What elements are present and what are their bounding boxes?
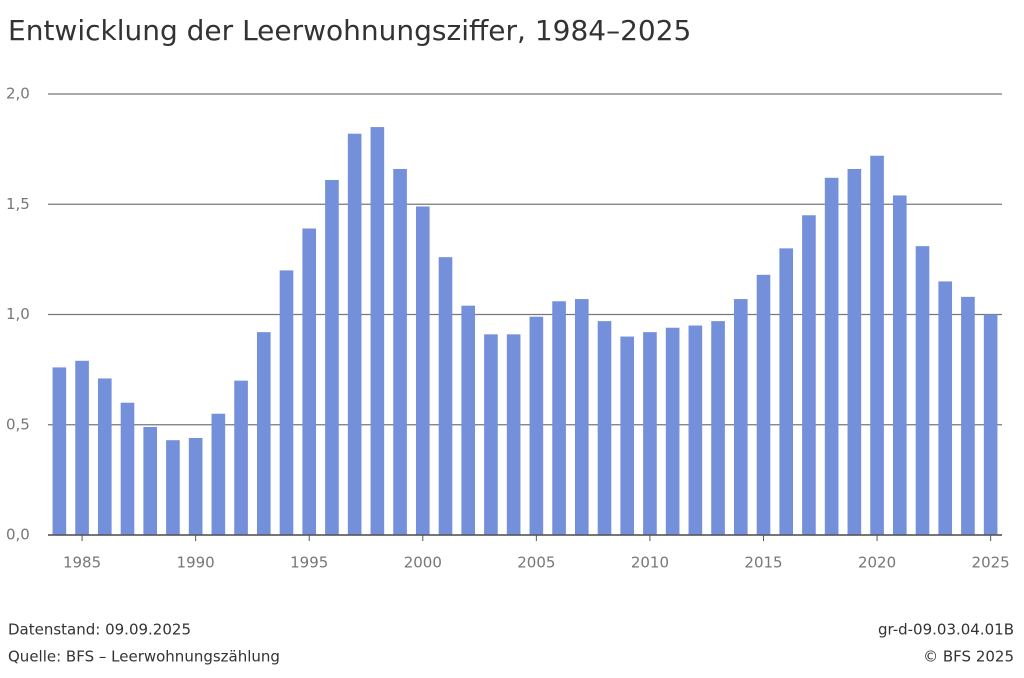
footer-text: gr-d-09.03.04.01B: [878, 621, 1014, 639]
bar: [643, 332, 657, 535]
bar: [256, 332, 271, 535]
bar: [211, 413, 226, 535]
x-tick-label: 2025: [972, 554, 1010, 572]
x-tick-label: 1990: [177, 554, 215, 572]
y-tick-label: 0,5: [6, 415, 30, 433]
bar: [870, 155, 884, 536]
x-tick-label: 2010: [631, 554, 669, 572]
bar: [506, 334, 521, 535]
bar: [393, 168, 407, 535]
bar: [779, 248, 794, 535]
bar: [597, 321, 612, 535]
bar: [370, 127, 385, 535]
bar: [461, 305, 476, 535]
x-tick-label: 2020: [858, 554, 896, 572]
bar: [620, 336, 635, 535]
bar: [143, 426, 158, 535]
bar: [188, 437, 203, 535]
x-tick-label: 2000: [404, 554, 442, 572]
y-tick-label: 0,0: [6, 526, 30, 544]
bar: [52, 367, 67, 535]
bar: [938, 281, 953, 535]
bar: [802, 215, 816, 535]
bar: [688, 325, 703, 535]
bar: [302, 228, 317, 535]
bar: [847, 168, 862, 535]
x-tick-label: 1985: [63, 554, 101, 572]
bar: [484, 334, 498, 535]
bar: [961, 296, 975, 535]
bar: [892, 195, 907, 535]
bar: [529, 316, 544, 535]
bar: [166, 440, 180, 535]
chart-title: Entwicklung der Leerwohnungsziffer, 1984…: [8, 14, 691, 47]
bar: [438, 257, 453, 535]
bar: [279, 270, 294, 535]
x-tick-label: 2005: [517, 554, 555, 572]
bar: [824, 177, 839, 536]
bar: [325, 179, 339, 535]
bar: [574, 299, 589, 535]
bar: [97, 378, 112, 535]
bar: [756, 274, 771, 535]
y-tick-label: 1,5: [6, 195, 30, 213]
y-tick-label: 2,0: [6, 85, 30, 103]
bar: [733, 299, 748, 535]
x-tick-label: 1995: [290, 554, 328, 572]
bar: [665, 327, 680, 535]
footer-text: Quelle: BFS – Leerwohnungszählung: [8, 648, 280, 666]
bar: [415, 206, 430, 535]
bar: [552, 301, 566, 535]
bar: [983, 314, 998, 535]
y-tick-label: 1,0: [6, 305, 30, 323]
bar: [234, 380, 248, 535]
bar: [75, 360, 89, 535]
bar: [711, 321, 725, 535]
x-tick-label: 2015: [744, 554, 782, 572]
bar: [347, 133, 362, 535]
bar: [915, 246, 930, 535]
footer-text: Datenstand: 09.09.2025: [8, 621, 191, 639]
bar: [120, 402, 135, 535]
footer-text: © BFS 2025: [923, 648, 1014, 666]
